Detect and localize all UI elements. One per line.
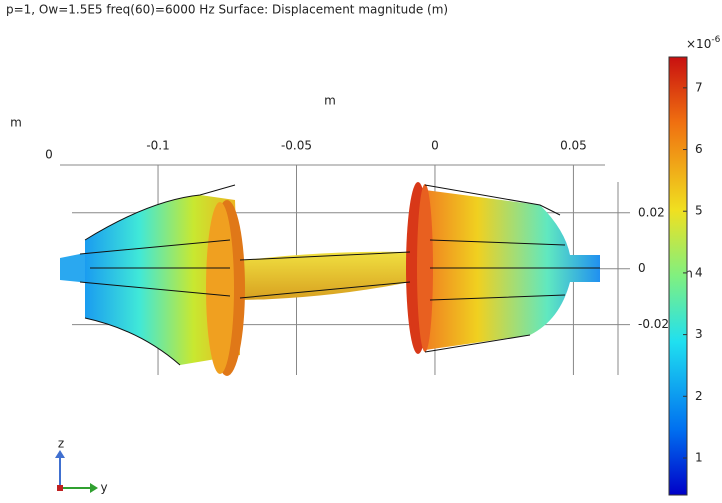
colorbar-tick-label: 4 (695, 265, 703, 279)
colorbar-tick-label: 6 (695, 142, 703, 156)
multiplier-base: ×10 (686, 37, 711, 51)
y-axis-label: m (10, 116, 22, 130)
triad-z: z (58, 437, 64, 451)
triad-y: y (100, 481, 107, 495)
colorbar (668, 56, 688, 496)
z-tick-label: 0.02 (638, 205, 665, 219)
z-tick-label: 0 (638, 261, 646, 275)
title: p=1, Ow=1.5E5 freq(60)=6000 Hz Surface: … (6, 3, 448, 17)
colorbar-tick-label: 3 (695, 327, 703, 341)
colorbar-multiplier: ×10-6 (686, 35, 721, 51)
colorbar-tick-label: 7 (695, 80, 703, 94)
x-tick-label: -0.1 (146, 139, 169, 153)
z-tick-label: -0.02 (638, 317, 669, 331)
colorbar-tick-label: 2 (695, 389, 703, 403)
x-axis-label: m (324, 94, 336, 108)
side-label: n (685, 267, 693, 281)
rotor-model (60, 182, 600, 376)
y-tick-label: 0 (45, 148, 53, 162)
x-tick-label: 0 (431, 139, 439, 153)
x-tick-label: 0.05 (560, 139, 587, 153)
multiplier-exponent: -6 (711, 35, 720, 45)
colorbar-tick-label: 1 (695, 450, 703, 464)
colorbar-tick-label: 5 (695, 204, 703, 218)
triad: z y (55, 437, 108, 495)
x-tick-label: -0.05 (281, 139, 312, 153)
